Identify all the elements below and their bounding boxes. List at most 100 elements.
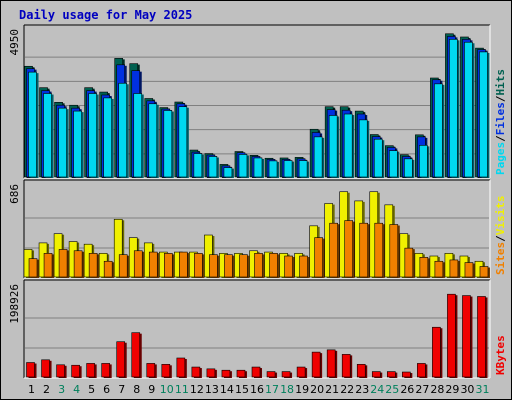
bar-kbytes-day-29 — [447, 293, 456, 378]
bar-pages-day-30 — [464, 41, 473, 178]
bar-kbytes-day-5 — [86, 363, 95, 378]
bar-kbytes-day-23 — [356, 364, 366, 378]
bar-pages-day-31 — [479, 51, 488, 178]
bar-sites-day-13 — [209, 254, 218, 278]
bar-pages-day-10 — [163, 110, 173, 178]
bar-pages-day-22 — [343, 113, 353, 178]
x-tick-label-day-21: 21 — [325, 383, 339, 396]
bar-pages-day-11 — [178, 106, 188, 178]
bar-sites-day-21 — [329, 222, 338, 278]
bar-kbytes-day-10 — [161, 364, 171, 378]
bar-sites-day-19 — [299, 255, 308, 278]
bar-pages-day-26 — [404, 158, 413, 178]
bar-sites-day-5 — [88, 253, 98, 278]
bar-pages-day-18 — [283, 160, 293, 178]
x-tick-label-day-25: 25 — [385, 383, 399, 396]
legend-kbytes: KBytes — [494, 335, 507, 375]
x-tick-label-day-31: 31 — [475, 383, 489, 396]
x-tick-label-day-10: 10 — [160, 383, 174, 396]
x-tick-label-day-17: 17 — [265, 383, 279, 396]
bar-kbytes-day-24 — [371, 371, 381, 378]
legend-entry: KBytes — [494, 335, 507, 375]
x-tick-label-day-30: 30 — [460, 383, 474, 396]
bar-sites-day-20 — [314, 237, 323, 278]
bar-pages-day-15 — [238, 154, 248, 178]
legend-entry: / — [494, 95, 507, 102]
bar-kbytes-day-25 — [386, 371, 396, 378]
bar-sites-day-18 — [284, 255, 293, 278]
bar-sites-day-27 — [419, 257, 429, 278]
y-max-label: 686 — [8, 184, 21, 204]
bar-sites-day-23 — [359, 222, 369, 278]
x-tick-label-day-4: 4 — [73, 383, 80, 396]
bar-pages-day-4 — [73, 110, 82, 178]
bar-kbytes-day-13 — [206, 368, 216, 378]
x-tick-label-day-7: 7 — [118, 383, 125, 396]
panels: 4950 Pages/Files/Hits 686 Sites/Visits 19892… — [8, 24, 507, 379]
bar-pages-day-9 — [148, 103, 158, 178]
bar-pages-day-12 — [193, 153, 203, 178]
legend-entry: / — [494, 135, 507, 142]
legend-traffic: Pages/Files/Hits — [494, 69, 507, 175]
bar-kbytes-day-20 — [311, 351, 321, 378]
bar-kbytes-day-4 — [71, 364, 80, 378]
x-tick-label-day-9: 9 — [148, 383, 155, 396]
bar-kbytes-day-15 — [236, 369, 246, 378]
legend-entry: / — [494, 235, 507, 242]
x-tick-label-day-27: 27 — [415, 383, 429, 396]
bar-kbytes-day-16 — [251, 366, 261, 378]
bar-sites-day-8 — [133, 250, 143, 278]
bar-kbytes-day-1 — [26, 362, 35, 378]
bar-pages-day-29 — [449, 39, 458, 178]
bar-pages-day-16 — [253, 157, 263, 178]
bar-pages-day-28 — [434, 83, 443, 178]
x-tick-label-day-22: 22 — [340, 383, 354, 396]
bar-sites-day-10 — [164, 253, 173, 278]
bar-kbytes-day-26 — [402, 371, 411, 378]
y-max-label: 198926 — [8, 284, 21, 324]
legend-entry: Visits — [494, 196, 507, 236]
x-tick-label-day-16: 16 — [250, 383, 264, 396]
bar-sites-day-22 — [344, 220, 353, 278]
bar-sites-day-24 — [374, 222, 384, 278]
legend-entry: Pages — [494, 142, 507, 175]
x-tick-label-day-24: 24 — [370, 383, 384, 396]
bar-kbytes-day-11 — [176, 357, 186, 378]
bar-pages-day-20 — [313, 136, 323, 178]
x-tick-label-day-29: 29 — [445, 383, 459, 396]
x-tick-label-day-5: 5 — [88, 383, 95, 396]
bar-sites-day-25 — [389, 224, 399, 278]
bar-kbytes-day-6 — [101, 363, 110, 378]
y-max-label: 4950 — [8, 29, 21, 56]
x-tick-label-day-19: 19 — [295, 383, 309, 396]
x-tick-label-day-20: 20 — [310, 383, 324, 396]
legend-visits: Sites/Visits — [494, 196, 507, 276]
bar-sites-day-1 — [28, 258, 38, 278]
x-tick-label-day-28: 28 — [430, 383, 444, 396]
x-tick-label-day-6: 6 — [103, 383, 110, 396]
bar-pages-day-2 — [43, 93, 52, 178]
bar-kbytes-day-7 — [116, 341, 126, 378]
chart-title: Daily usage for May 2025 — [19, 8, 192, 22]
x-tick-label-day-18: 18 — [280, 383, 294, 396]
bar-kbytes-day-27 — [417, 363, 426, 378]
bar-kbytes-day-9 — [146, 363, 156, 378]
x-tick-label-day-13: 13 — [205, 383, 219, 396]
x-tick-label-day-1: 1 — [28, 383, 35, 396]
bar-pages-day-17 — [268, 160, 278, 178]
bar-sites-day-29 — [449, 259, 459, 278]
bar-sites-day-15 — [239, 254, 248, 278]
x-axis-labels: 1 2 3 4 5 6 7 8 9 10 11 12 13 14 15 16 17 18 19 20 21 22 23 24 2… — [28, 383, 489, 396]
x-tick-label-day-14: 14 — [220, 383, 234, 396]
bar-pages-day-24 — [373, 138, 383, 178]
bar-sites-day-4 — [73, 250, 83, 278]
bar-kbytes-day-17 — [266, 371, 276, 378]
bar-pages-day-23 — [358, 119, 368, 178]
x-tick-label-day-26: 26 — [400, 383, 414, 396]
bar-sites-day-7 — [118, 254, 128, 278]
bar-kbytes-day-28 — [432, 326, 441, 378]
legend-entry: Files — [494, 102, 507, 135]
bar-sites-day-16 — [254, 253, 263, 278]
bar-kbytes-day-21 — [326, 349, 336, 378]
